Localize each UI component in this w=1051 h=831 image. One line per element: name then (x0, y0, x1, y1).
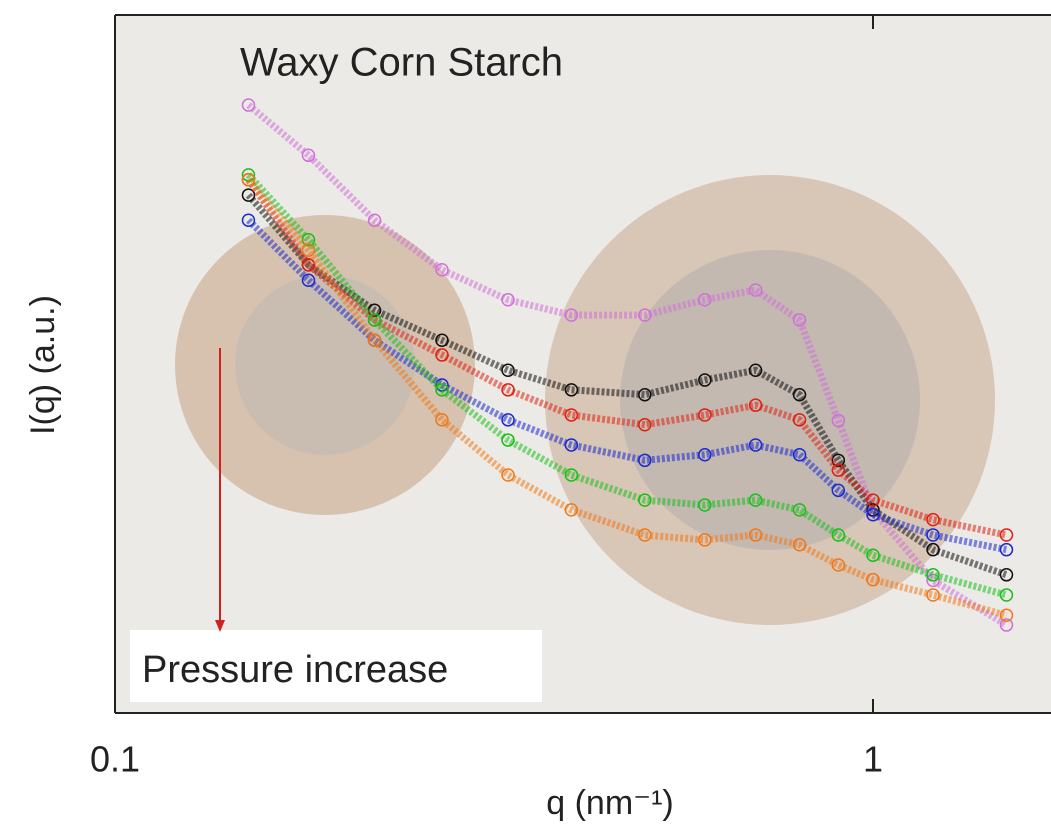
x-axis-label: q (nm⁻¹) (546, 784, 674, 822)
chart: Waxy Corn Starch I(q) (a.u.) q (nm⁻¹) Pr… (0, 0, 1051, 831)
x-tick-label: 1 (863, 739, 883, 780)
annotation: Pressure increase (142, 649, 448, 691)
x-tick-label: 0.1 (90, 739, 140, 780)
y-axis-label: I(q) (a.u.) (24, 295, 62, 435)
chart-title: Waxy Corn Starch (240, 41, 563, 85)
